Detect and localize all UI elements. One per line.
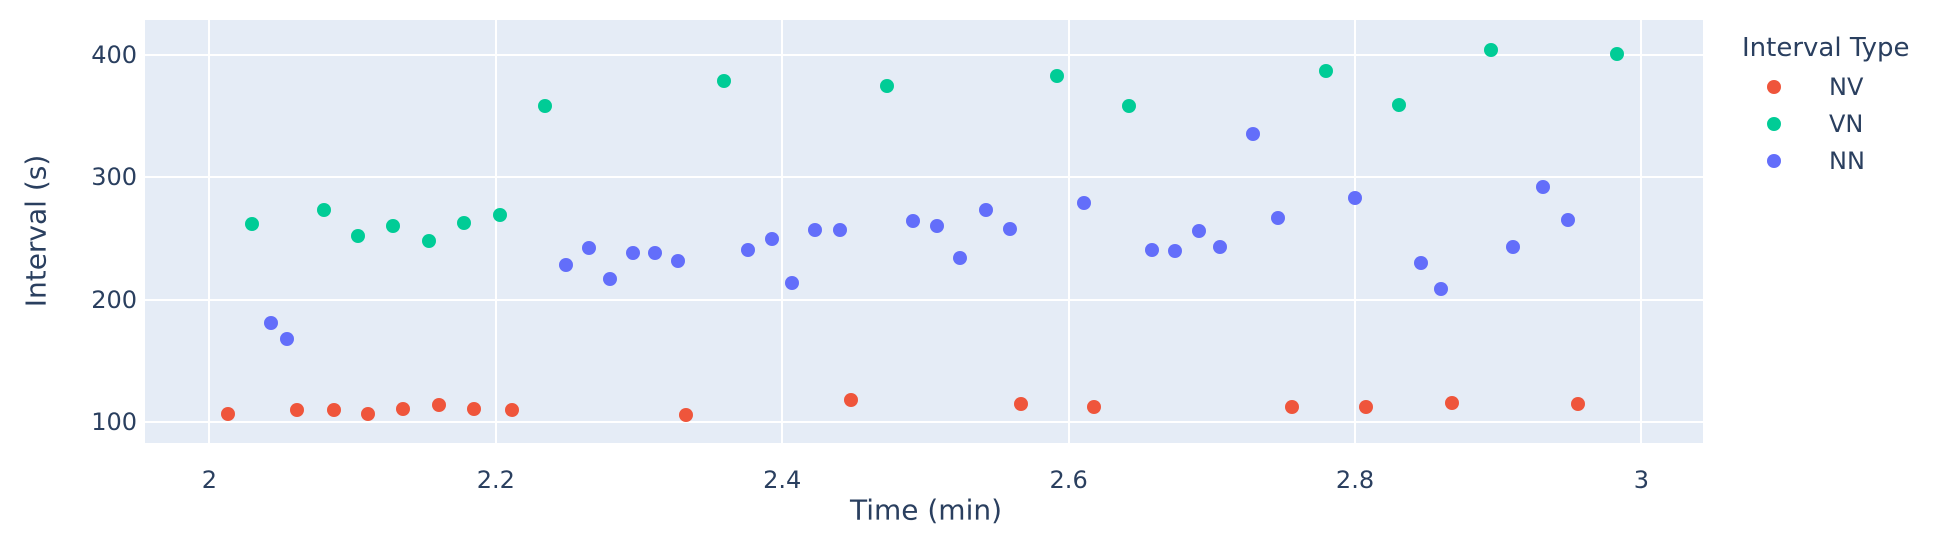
data-point-vn bbox=[493, 208, 508, 223]
data-point-nn bbox=[1002, 221, 1017, 236]
data-point-vn bbox=[1610, 46, 1625, 61]
nn-marker-icon bbox=[1767, 154, 1781, 168]
data-point-vn bbox=[351, 229, 366, 244]
data-point-nn bbox=[1433, 281, 1448, 296]
data-point-nv bbox=[361, 406, 376, 421]
data-point-nn bbox=[279, 331, 294, 346]
data-point-nv bbox=[1087, 400, 1102, 415]
legend-item-label: NN bbox=[1829, 147, 1865, 175]
x-gridline bbox=[1067, 20, 1070, 443]
data-point-nn bbox=[1246, 127, 1261, 142]
data-point-nv bbox=[1359, 400, 1374, 415]
x-gridline bbox=[1640, 20, 1643, 443]
data-point-nn bbox=[765, 231, 780, 246]
data-point-nn bbox=[785, 275, 800, 290]
y-tick-label: 300 bbox=[91, 163, 137, 192]
y-gridline bbox=[145, 176, 1703, 179]
data-point-nn bbox=[1505, 240, 1520, 255]
data-point-nn bbox=[929, 219, 944, 234]
y-tick-label: 200 bbox=[91, 285, 137, 314]
data-point-nn bbox=[1413, 256, 1428, 271]
data-point-vn bbox=[716, 73, 731, 88]
legend-item-label: VN bbox=[1829, 110, 1864, 138]
data-point-nn bbox=[808, 222, 823, 237]
data-point-nn bbox=[264, 316, 278, 331]
legend-item-vn[interactable]: VN bbox=[1742, 110, 1910, 138]
data-point-nn bbox=[559, 258, 573, 273]
y-gridline bbox=[145, 53, 1703, 56]
data-point-nv bbox=[395, 401, 410, 416]
x-gridline bbox=[781, 20, 784, 443]
x-gridline bbox=[494, 20, 497, 443]
x-tick-label: 2 bbox=[201, 466, 218, 494]
data-point-nn bbox=[670, 253, 685, 268]
data-point-vn bbox=[1484, 42, 1499, 57]
data-point-nn bbox=[581, 241, 596, 256]
y-tick-label: 400 bbox=[91, 40, 137, 69]
data-point-nv bbox=[221, 406, 236, 421]
data-point-nv bbox=[504, 402, 519, 417]
x-gridline bbox=[1354, 20, 1357, 443]
legend: Interval Type NV VN NN bbox=[1742, 32, 1910, 175]
data-point-vn bbox=[1392, 98, 1407, 113]
data-point-nn bbox=[1213, 240, 1228, 255]
x-tick-label: 3 bbox=[1633, 466, 1650, 494]
data-point-nn bbox=[978, 203, 993, 218]
data-point-vn bbox=[316, 203, 331, 218]
data-point-nn bbox=[832, 222, 847, 237]
data-point-nv bbox=[843, 393, 858, 408]
legend-title: Interval Type bbox=[1742, 33, 1910, 63]
y-tick-label: 100 bbox=[91, 408, 137, 437]
data-point-nn bbox=[740, 242, 755, 257]
data-point-vn bbox=[1319, 63, 1334, 78]
x-axis-title: Time (min) bbox=[849, 493, 1003, 527]
data-point-vn bbox=[245, 216, 260, 231]
nv-marker-icon bbox=[1767, 80, 1781, 94]
data-point-vn bbox=[1050, 68, 1065, 83]
data-point-nn bbox=[626, 246, 641, 261]
data-point-nn bbox=[1348, 191, 1363, 206]
data-point-nn bbox=[905, 214, 920, 229]
x-tick-label: 2.4 bbox=[763, 466, 802, 494]
data-point-nn bbox=[1561, 213, 1576, 228]
data-point-nv bbox=[327, 402, 342, 417]
data-point-nn bbox=[952, 251, 967, 266]
data-point-vn bbox=[385, 219, 400, 234]
legend-item-nv[interactable]: NV bbox=[1742, 73, 1910, 101]
data-point-nn bbox=[1535, 180, 1550, 195]
legend-item-nn[interactable]: NN bbox=[1742, 147, 1910, 175]
data-point-nn bbox=[647, 246, 662, 261]
data-point-vn bbox=[457, 215, 472, 230]
data-point-nv bbox=[1285, 400, 1300, 415]
data-point-nn bbox=[1077, 196, 1092, 211]
data-point-nv bbox=[289, 402, 304, 417]
data-point-nn bbox=[1270, 210, 1285, 225]
x-tick-label: 2.6 bbox=[1049, 466, 1088, 494]
data-point-nv bbox=[1571, 396, 1586, 411]
data-point-vn bbox=[1121, 99, 1136, 114]
x-tick-label: 2.8 bbox=[1335, 466, 1375, 494]
legend-item-label: NV bbox=[1829, 73, 1864, 101]
y-gridline bbox=[145, 298, 1703, 301]
plot-area[interactable] bbox=[145, 20, 1703, 443]
data-point-nv bbox=[467, 401, 482, 416]
data-point-nv bbox=[1445, 395, 1460, 410]
data-point-nn bbox=[1167, 243, 1182, 258]
data-point-nn bbox=[1191, 224, 1206, 239]
y-gridline bbox=[145, 421, 1703, 424]
data-point-nv bbox=[431, 398, 446, 413]
data-point-nn bbox=[1144, 242, 1159, 257]
vn-marker-icon bbox=[1767, 117, 1781, 131]
data-point-vn bbox=[879, 78, 894, 93]
data-point-vn bbox=[421, 233, 436, 248]
x-tick-label: 2.2 bbox=[476, 466, 515, 494]
data-point-nv bbox=[1014, 396, 1029, 411]
data-point-nv bbox=[679, 407, 694, 422]
data-point-vn bbox=[537, 99, 552, 114]
x-gridline bbox=[208, 20, 211, 443]
data-point-nn bbox=[603, 271, 618, 286]
